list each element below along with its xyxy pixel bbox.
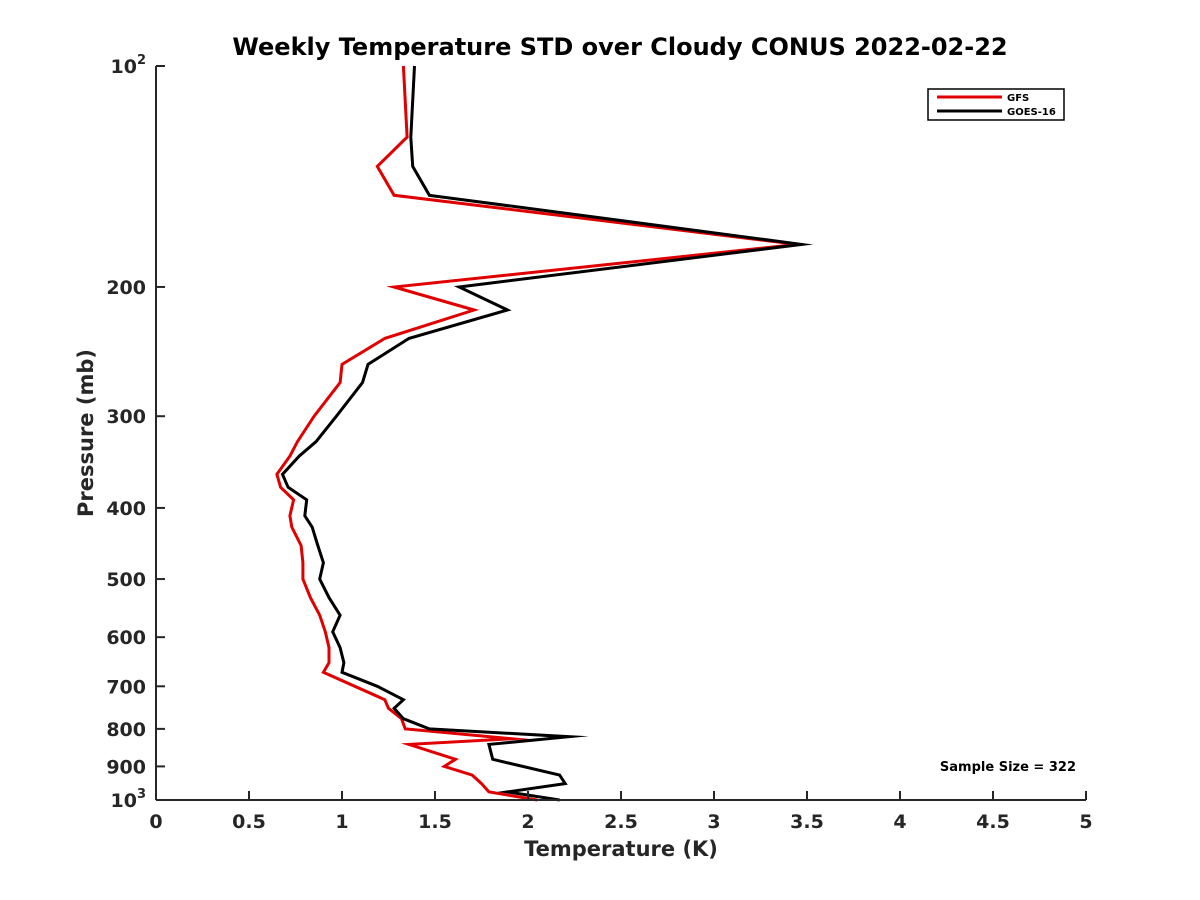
y-tick-label: 900: [106, 756, 146, 778]
y-axis-ticks: 102 200 300 400 500 600 700 800 900 103: [106, 53, 165, 812]
x-tick-label: 3.5: [790, 811, 824, 833]
y-tick-label: 300: [106, 406, 146, 428]
series-line-0: [275, 65, 811, 802]
series-line-1: [280, 65, 814, 802]
y-axis-label: Pressure (mb): [74, 349, 98, 517]
plot-area: 0 0.5 1 1.5 2 2.5 3 3.5 4 4.5 5 102 200 300 400 500 600…: [106, 53, 1092, 833]
x-tick-label: 1.5: [418, 811, 452, 833]
y-tick-label: 600: [106, 627, 146, 649]
y-tick-label: 102: [111, 53, 147, 78]
y-tick-label: 700: [106, 676, 146, 698]
legend-label-0: GFS: [1007, 93, 1029, 104]
y-tick-label: 200: [106, 277, 146, 299]
x-tick-label: 0: [149, 811, 162, 833]
x-tick-label: 2: [521, 811, 534, 833]
y-tick-label: 400: [106, 498, 146, 520]
y-tick-label: 500: [106, 569, 146, 591]
x-tick-label: 4: [893, 811, 906, 833]
x-tick-label: 1: [335, 811, 348, 833]
x-tick-label: 5: [1079, 811, 1092, 833]
x-axis-ticks: 0 0.5 1 1.5 2 2.5 3 3.5 4 4.5 5: [149, 791, 1093, 833]
chart-title: Weekly Temperature STD over Cloudy CONUS…: [232, 33, 1007, 61]
axes-layer: [155, 66, 1086, 801]
legend-label-1: GOES-16: [1007, 107, 1056, 118]
x-tick-label: 3: [707, 811, 720, 833]
y-tick-label: 800: [106, 719, 146, 741]
legend-box: [927, 88, 1065, 121]
x-tick-label: 0.5: [232, 811, 266, 833]
x-axis-label: Temperature (K): [524, 837, 718, 861]
x-tick-label: 4.5: [976, 811, 1010, 833]
legend-entries: GFS GOES-16: [937, 93, 1056, 118]
y-tick-label: 103: [111, 787, 147, 812]
series-layer: [275, 65, 814, 802]
sample-size-annotation: Sample Size = 322: [940, 760, 1076, 775]
legend: GFS GOES-16: [927, 88, 1065, 121]
x-tick-label: 2.5: [604, 811, 638, 833]
